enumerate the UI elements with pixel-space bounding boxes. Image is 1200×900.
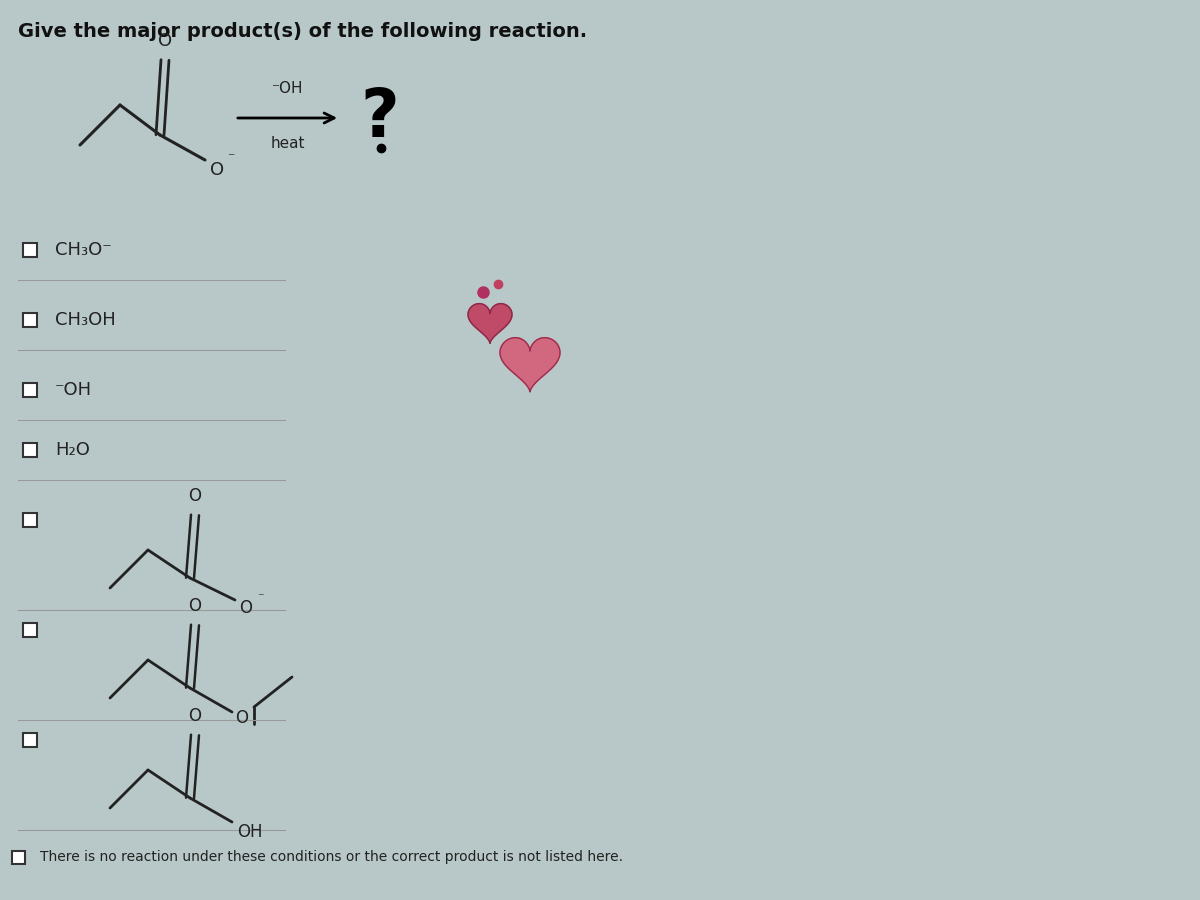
Text: CH₃O⁻: CH₃O⁻	[55, 241, 112, 259]
Text: heat: heat	[270, 136, 305, 151]
Text: O: O	[235, 709, 248, 727]
Text: O: O	[188, 597, 202, 615]
Text: O: O	[188, 707, 202, 725]
Bar	[23, 383, 37, 397]
Text: ⁻: ⁻	[227, 151, 234, 165]
Text: Give the major product(s) of the following reaction.: Give the major product(s) of the followi…	[18, 22, 587, 41]
Bar	[23, 313, 37, 327]
Bar	[23, 443, 37, 457]
Text: O: O	[158, 32, 172, 50]
Polygon shape	[500, 338, 560, 392]
Text: O: O	[239, 599, 252, 617]
Polygon shape	[468, 303, 512, 344]
Text: ⁻OH: ⁻OH	[271, 81, 304, 96]
Bar	[23, 243, 37, 257]
Text: ⁻OH: ⁻OH	[55, 381, 92, 399]
Bar	[23, 513, 37, 527]
Text: H₂O: H₂O	[55, 441, 90, 459]
Text: O: O	[210, 161, 224, 179]
Text: CH₃OH: CH₃OH	[55, 311, 115, 329]
Bar	[12, 850, 24, 863]
Text: OH: OH	[238, 823, 263, 841]
Text: ?: ?	[361, 85, 400, 151]
Bar	[23, 733, 37, 747]
Text: O: O	[188, 487, 202, 505]
Text: There is no reaction under these conditions or the correct product is not listed: There is no reaction under these conditi…	[40, 850, 623, 864]
Bar	[23, 623, 37, 637]
Text: ⁻: ⁻	[257, 591, 264, 605]
